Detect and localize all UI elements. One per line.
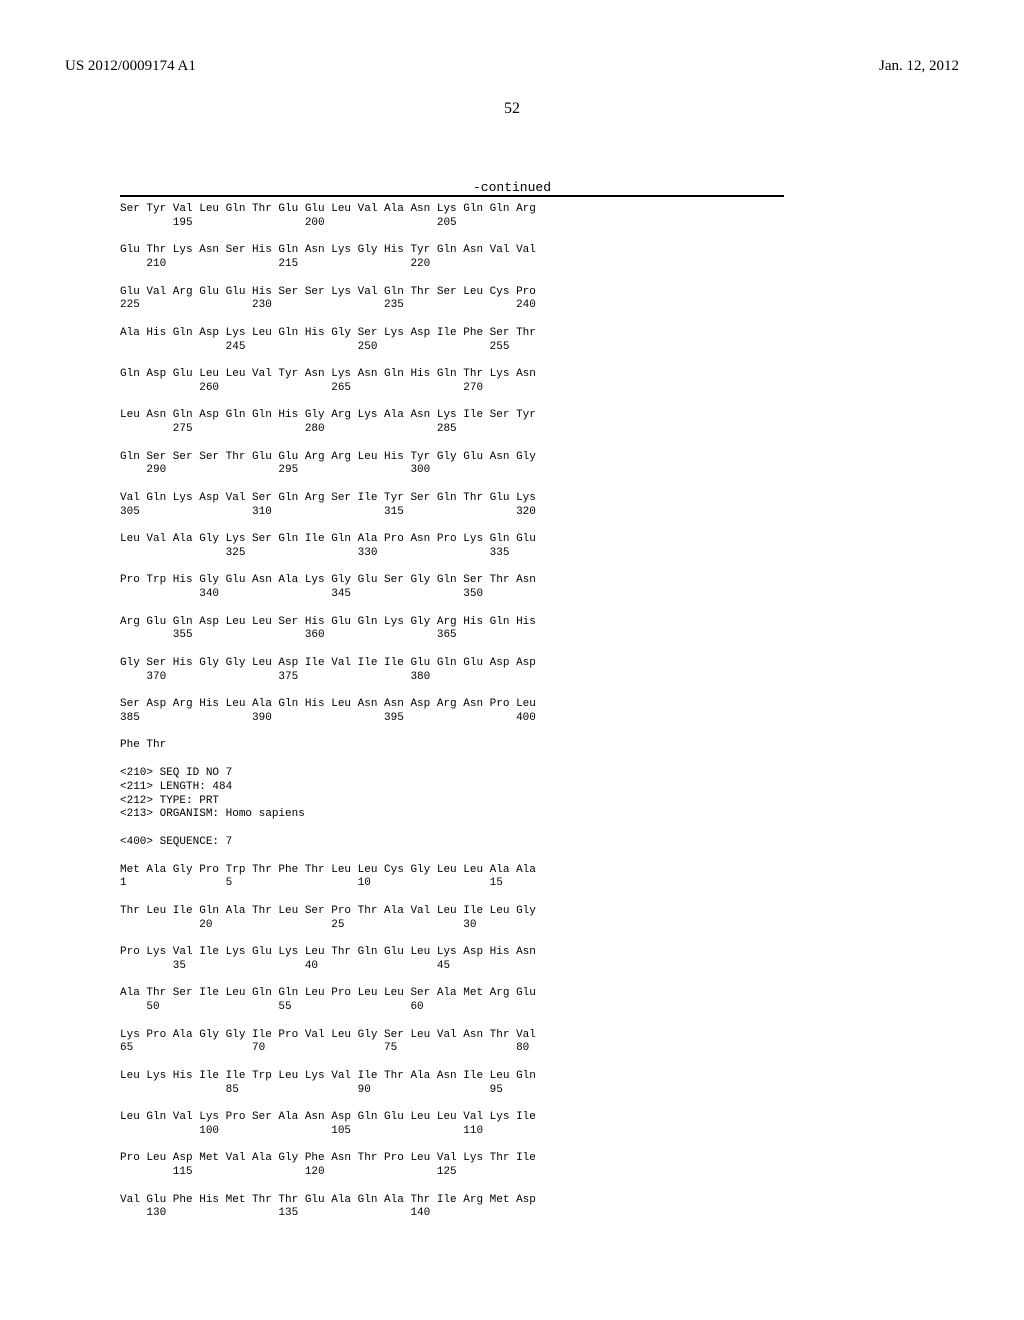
continued-label: -continued: [0, 180, 1024, 195]
publication-number: US 2012/0009174 A1: [65, 58, 196, 75]
sequence-metadata: <210> SEQ ID NO 7 <211> LENGTH: 484 <212…: [120, 767, 784, 850]
divider-line: [120, 195, 784, 197]
sequence-container: Ser Tyr Val Leu Gln Thr Glu Glu Leu Val …: [120, 195, 784, 1221]
publication-date: Jan. 12, 2012: [879, 58, 959, 75]
sequence-block-1: Ser Tyr Val Leu Gln Thr Glu Glu Leu Val …: [120, 203, 784, 753]
page-header: US 2012/0009174 A1 Jan. 12, 2012: [0, 58, 1024, 75]
page-number: 52: [0, 100, 1024, 118]
sequence-block-2: Met Ala Gly Pro Trp Thr Phe Thr Leu Leu …: [120, 864, 784, 1222]
